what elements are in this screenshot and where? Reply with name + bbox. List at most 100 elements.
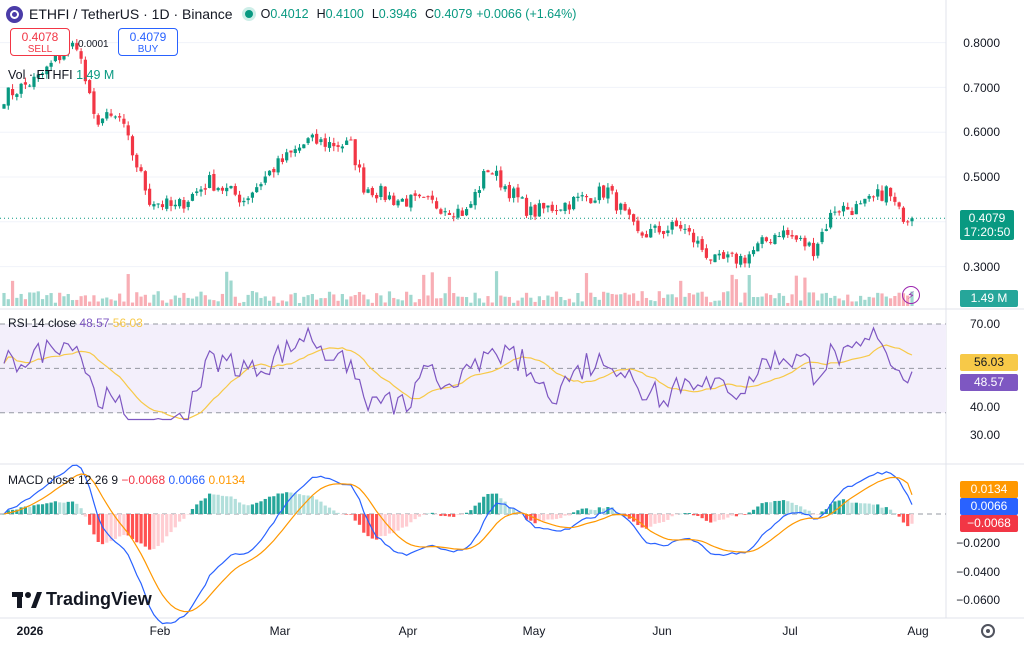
candle-body bbox=[726, 254, 730, 258]
volume-bar bbox=[366, 299, 370, 306]
volume-bar bbox=[507, 296, 511, 306]
volume-bar bbox=[572, 302, 576, 306]
macd-legend[interactable]: MACD close 12 26 9 −0.0068 0.0066 0.0134 bbox=[8, 473, 246, 487]
candle-body bbox=[306, 138, 310, 144]
volume-bar bbox=[657, 291, 661, 306]
volume-bar bbox=[75, 299, 79, 306]
macd-histogram-bar bbox=[255, 502, 259, 514]
candle-body bbox=[100, 118, 105, 124]
candle-body bbox=[888, 187, 893, 197]
volume-bar bbox=[289, 294, 293, 306]
candle-body bbox=[773, 234, 777, 244]
macd-histogram-bar bbox=[345, 514, 349, 515]
rsi-legend[interactable]: RSI 14 close 48.57 56.03 bbox=[8, 316, 143, 330]
macd-histogram-bar bbox=[113, 514, 117, 539]
volume-bar bbox=[584, 273, 589, 306]
buy-button[interactable]: 0.4079 BUY bbox=[118, 28, 178, 56]
candle-body bbox=[666, 230, 670, 233]
candle-body bbox=[734, 253, 738, 264]
volume-bar bbox=[456, 296, 460, 306]
volume-bar bbox=[640, 291, 644, 306]
candle-body bbox=[135, 154, 139, 168]
volume-bar bbox=[490, 302, 494, 306]
macd-histogram-bar bbox=[640, 514, 644, 528]
volume-bar bbox=[49, 293, 53, 306]
candle-body bbox=[15, 94, 19, 97]
volume-bar bbox=[486, 296, 490, 306]
macd-histogram-bar bbox=[576, 510, 580, 514]
settings-gear-icon[interactable] bbox=[981, 624, 995, 638]
volume-bar bbox=[494, 271, 499, 306]
candle-body bbox=[580, 195, 584, 197]
macd-signal-tag: 0.0134 bbox=[960, 481, 1018, 498]
volume-bar bbox=[182, 292, 186, 306]
volume-bar bbox=[602, 291, 606, 306]
macd-histogram-bar bbox=[854, 502, 858, 514]
rsi-axis-label: 70.00 bbox=[969, 317, 1000, 331]
candle-body bbox=[584, 196, 589, 198]
volume-bar bbox=[233, 296, 237, 306]
candle-body bbox=[597, 186, 601, 201]
sell-button[interactable]: 0.4078 SELL bbox=[10, 28, 70, 56]
candle-body bbox=[45, 66, 49, 75]
candle-body bbox=[173, 204, 177, 207]
candle-body bbox=[400, 198, 404, 202]
macd-histogram-bar bbox=[375, 514, 379, 540]
macd-histogram-bar bbox=[859, 503, 863, 514]
macd-signal-line bbox=[3, 473, 913, 613]
ohlc-high: H0.4100 bbox=[316, 7, 364, 21]
macd-histogram-bar bbox=[713, 514, 717, 522]
candle-body bbox=[23, 82, 28, 85]
symbol-title[interactable]: ETHFI / TetherUS · 1D · Binance bbox=[29, 6, 233, 22]
rsi-ma-value: 56.03 bbox=[112, 316, 143, 330]
candle-body bbox=[602, 185, 606, 198]
volume-bar bbox=[319, 298, 323, 306]
volume-bar bbox=[96, 301, 100, 306]
lightning-icon[interactable]: ⚡ bbox=[902, 286, 920, 304]
volume-bar bbox=[824, 292, 828, 306]
candle-body bbox=[417, 194, 422, 197]
candle-body bbox=[96, 115, 100, 125]
macd-histogram-bar bbox=[756, 506, 760, 514]
macd-histogram-bar bbox=[876, 504, 880, 514]
symbol-header[interactable]: ETHFI / TetherUS · 1D · Binance O0.4012 … bbox=[6, 4, 580, 24]
candle-body bbox=[846, 207, 850, 210]
candle-body bbox=[751, 250, 756, 255]
candle-body bbox=[799, 237, 803, 239]
volume-bar bbox=[216, 301, 220, 306]
volume-bar bbox=[794, 275, 798, 306]
volume-bar bbox=[820, 293, 824, 306]
buy-price: 0.4079 bbox=[129, 30, 167, 44]
volume-bar bbox=[58, 292, 62, 306]
macd-histogram-bar bbox=[152, 514, 156, 549]
candle-body bbox=[28, 85, 32, 87]
tradingview-logo[interactable]: TradingView bbox=[12, 589, 152, 610]
macd-histogram-bar bbox=[186, 514, 190, 515]
volume-legend[interactable]: Vol · ETHFI 1.49 M bbox=[8, 68, 115, 82]
candle-body bbox=[863, 198, 867, 204]
macd-histogram-bar bbox=[126, 514, 130, 536]
macd-histogram-bar bbox=[306, 495, 310, 514]
candle-body bbox=[349, 139, 353, 141]
macd-histogram-bar bbox=[769, 502, 773, 514]
candle-body bbox=[62, 54, 66, 60]
candle-body bbox=[636, 220, 640, 232]
macd-histogram-bar bbox=[267, 496, 272, 514]
macd-histogram-bar bbox=[704, 514, 709, 521]
candle-body bbox=[769, 242, 773, 244]
candle-body bbox=[379, 185, 383, 197]
volume-bar bbox=[259, 297, 263, 306]
candle-body bbox=[383, 186, 387, 200]
macd-histogram-bar bbox=[679, 513, 683, 515]
volume-bar bbox=[40, 299, 45, 306]
volume-bar bbox=[327, 291, 332, 306]
macd-histogram-bar bbox=[653, 514, 657, 524]
candle-body bbox=[246, 198, 250, 201]
macd-histogram-bar bbox=[760, 503, 764, 514]
volume-bar bbox=[452, 293, 456, 306]
candle-body bbox=[272, 168, 276, 173]
volume-bar bbox=[764, 293, 768, 306]
volume-bar bbox=[400, 300, 404, 306]
candle-body bbox=[649, 228, 653, 238]
